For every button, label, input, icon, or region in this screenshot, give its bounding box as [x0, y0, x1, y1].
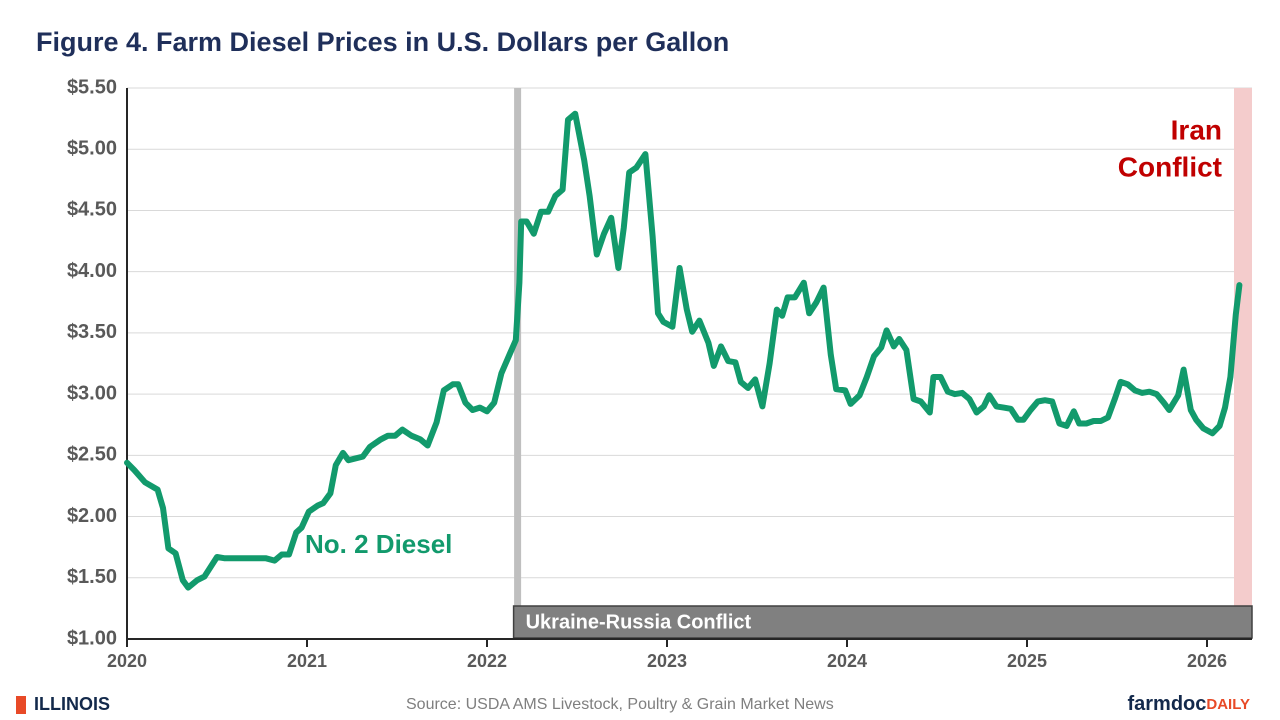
y-tick-label: $3.50 — [67, 321, 117, 343]
event-label: Iran — [1171, 114, 1222, 145]
logo-right: farmdocDAILY — [1127, 693, 1250, 715]
y-tick-label: $5.50 — [67, 76, 117, 98]
event-band — [1234, 88, 1252, 639]
y-tick-label: $5.00 — [67, 138, 117, 160]
y-tick-label: $4.50 — [67, 199, 117, 221]
x-tick-label: 2026 — [1187, 651, 1227, 671]
x-tick-label: 2020 — [107, 651, 147, 671]
logo-right-b: DAILY — [1206, 696, 1250, 713]
y-tick-label: $1.50 — [67, 566, 117, 588]
y-tick-label: $3.00 — [67, 382, 117, 404]
x-tick-label: 2022 — [467, 651, 507, 671]
y-tick-label: $4.00 — [67, 260, 117, 282]
event-label: Conflict — [1118, 151, 1222, 182]
logo-left: ILLINOIS — [34, 694, 110, 714]
y-tick-label: $1.00 — [67, 627, 117, 649]
series-label: No. 2 Diesel — [305, 529, 452, 559]
x-tick-label: 2023 — [647, 651, 687, 671]
y-tick-label: $2.50 — [67, 444, 117, 466]
logo-mark — [16, 696, 26, 714]
source: Source: USDA AMS Livestock, Poultry & Gr… — [406, 696, 834, 713]
event-label: Ukraine-Russia Conflict — [526, 611, 752, 633]
chart-title: Figure 4. Farm Diesel Prices in U.S. Dol… — [36, 27, 729, 57]
series-line — [124, 110, 1243, 591]
x-tick-label: 2024 — [827, 651, 867, 671]
x-tick-label: 2021 — [287, 651, 327, 671]
logo-right-a: farmdoc — [1127, 693, 1206, 715]
y-tick-label: $2.00 — [67, 505, 117, 527]
x-tick-label: 2025 — [1007, 651, 1047, 671]
